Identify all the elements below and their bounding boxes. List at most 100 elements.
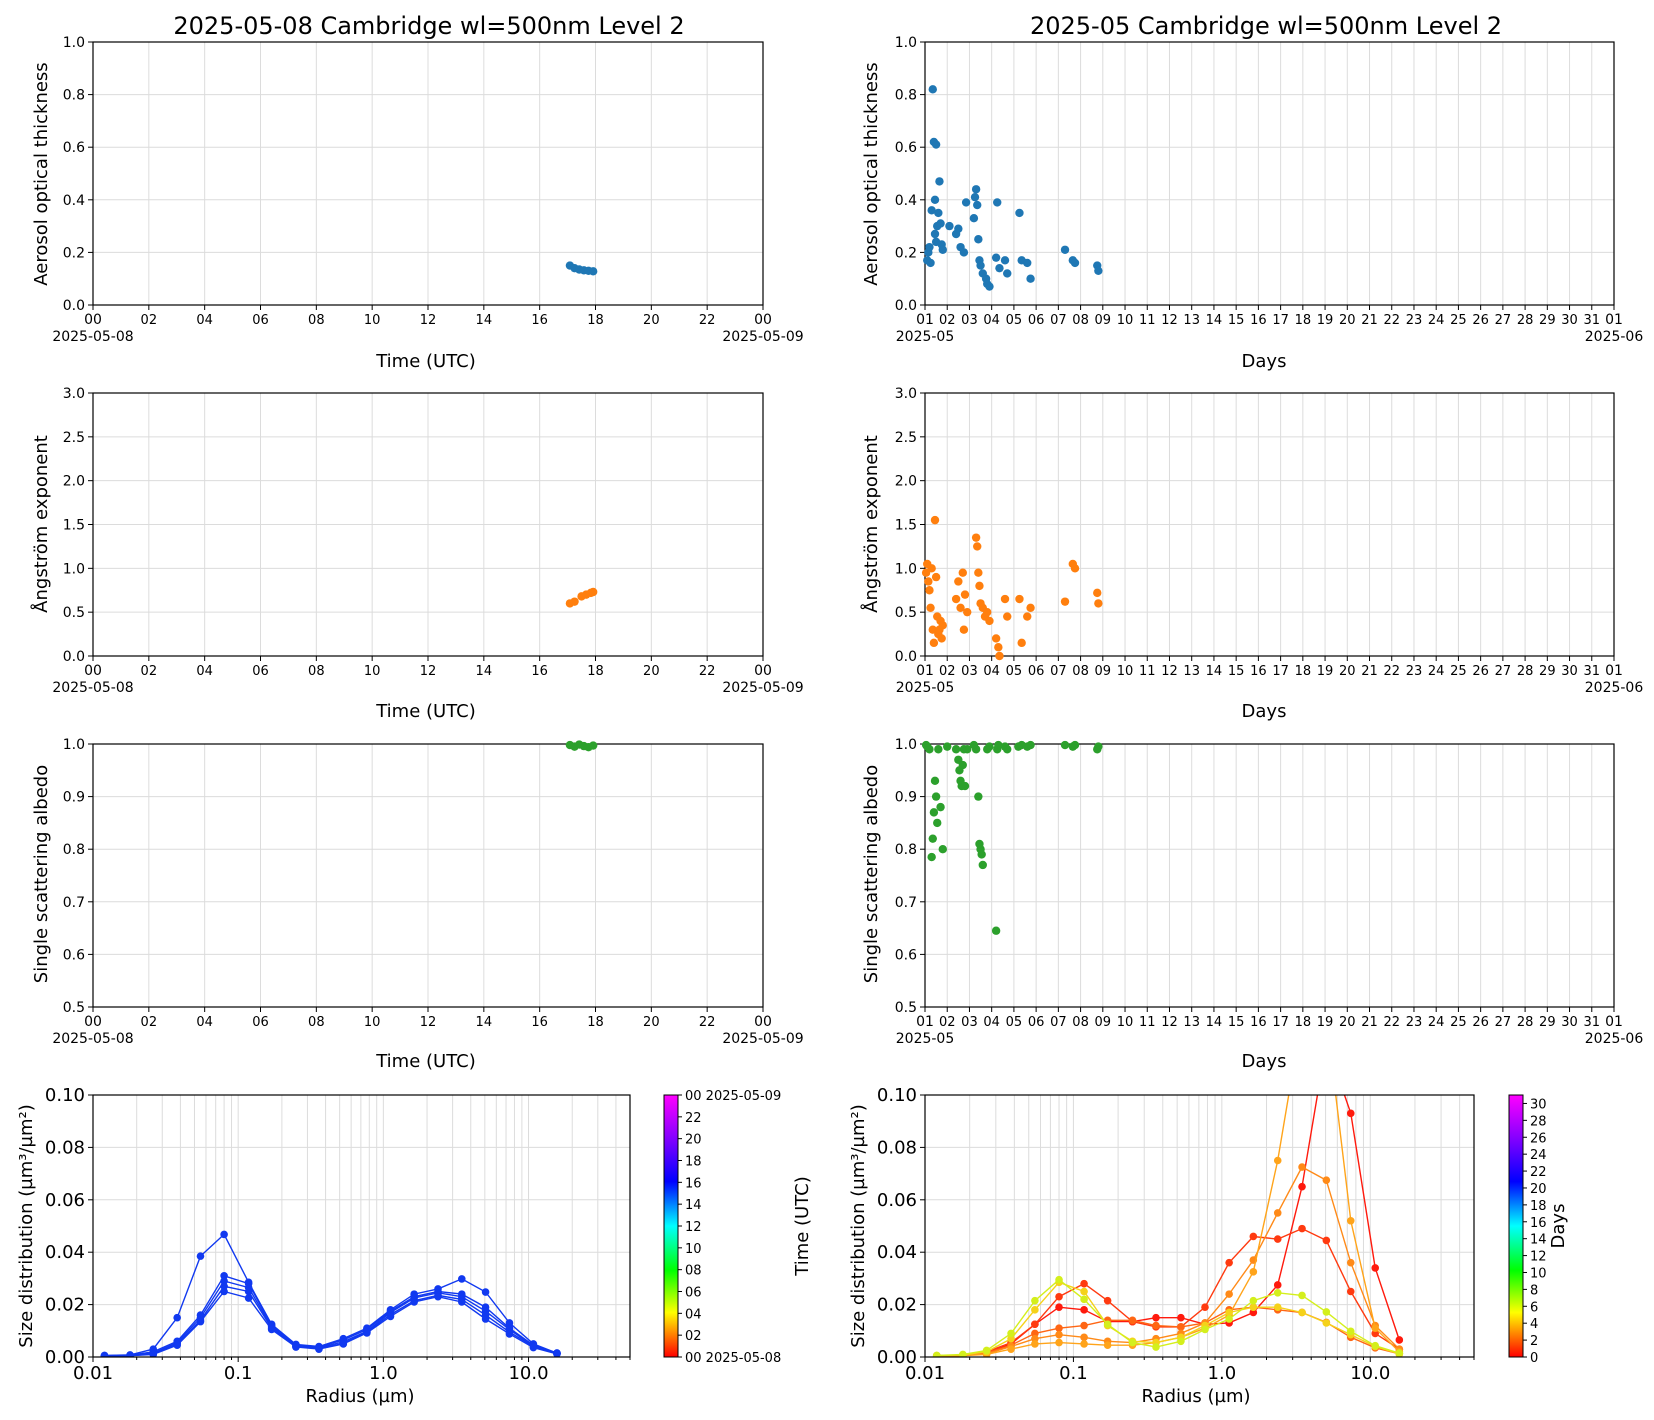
days-colorbar-tick-label: 24 — [1530, 1148, 1547, 1163]
sd-monthly-xtick-label: 0.1 — [1059, 1363, 1088, 1384]
ae-monthly-xtick-label: 18 — [1295, 664, 1312, 679]
sd-daily-frame — [92, 1094, 631, 1358]
sd-monthly-point — [1225, 1308, 1233, 1317]
aod-monthly-point — [938, 245, 947, 254]
ae-monthly-xtick-label: 02 — [939, 664, 956, 679]
ssa-monthly-point — [933, 818, 942, 828]
aod-monthly-point — [930, 229, 940, 239]
aod-monthly-chart: 0.0 0.2 0.4 0.6 0.8 1.0 01 02 03 04 05 06 07 08 09 10 11… — [895, 35, 1644, 345]
sd-daily-point — [386, 1312, 395, 1321]
aod-monthly-xtick-label: 12 — [1161, 313, 1178, 328]
time-colorbar-tick-label: 16 — [685, 1176, 702, 1191]
sd-daily-point — [434, 1292, 442, 1301]
aod-monthly-xtick-label: 26 — [1472, 313, 1489, 328]
ae-monthly-ylabel: Ångström exponent — [860, 435, 882, 613]
sd-monthly-xtick-label: 10.0 — [1350, 1363, 1390, 1384]
sd-daily-point — [244, 1287, 253, 1296]
ae-monthly-point — [960, 590, 970, 599]
ssa-daily-xtick-label: 02 — [141, 1015, 158, 1030]
sd-monthly-point — [1298, 1308, 1306, 1317]
sd-daily-series-line — [104, 1233, 558, 1357]
ae-monthly-xtick-label: 19 — [1317, 664, 1334, 679]
aod-monthly-xtick-label: 22 — [1383, 313, 1400, 328]
sd-daily-series-line — [104, 1280, 558, 1357]
ssa-monthly-point — [1070, 740, 1080, 750]
ssa-monthly-xtick-label: 29 — [1539, 1015, 1556, 1030]
ssa-daily-xtick-label: 16 — [531, 1015, 548, 1030]
ae-monthly-xtick-label: 16 — [1250, 664, 1267, 679]
ae-monthly-point — [1000, 594, 1010, 604]
aod-monthly-start-month: 2025-05 — [896, 329, 955, 345]
ae-monthly-xtick-label: 30 — [1561, 664, 1578, 679]
sd-daily-point — [481, 1288, 490, 1296]
ssa-daily-xtick-label: 20 — [643, 1015, 660, 1030]
ae-monthly-xtick-label: 03 — [961, 664, 978, 679]
sd-daily-series-line — [104, 1290, 558, 1357]
ae-monthly-point — [1070, 564, 1080, 573]
ssa-monthly-xtick-label: 25 — [1450, 1015, 1467, 1030]
ae-daily-xtick-label: 06 — [252, 664, 269, 679]
aod-monthly-ytick-label: 1.0 — [895, 35, 917, 51]
sd-monthly-point — [1055, 1330, 1063, 1339]
aod-daily-xtick-label: 00 — [84, 312, 102, 328]
ssa-monthly-xtick-label: 06 — [1028, 1015, 1045, 1030]
aod-monthly-xtick-label: 29 — [1539, 313, 1556, 328]
aod-monthly-point — [1003, 269, 1012, 278]
ae-daily-xtick-label: 20 — [643, 664, 660, 679]
sd-monthly-ytick-label: 0.10 — [877, 1085, 917, 1106]
sd-monthly-point — [1103, 1296, 1112, 1305]
ae-monthly-point — [924, 577, 933, 586]
ssa-daily-xtick-label: 06 — [252, 1015, 269, 1030]
ae-monthly-xtick-label: 14 — [1206, 664, 1223, 679]
ssa-daily-xtick-label: 00 — [84, 1014, 102, 1030]
ae-monthly-point — [926, 603, 935, 612]
aod-monthly-ytick-label: 0.8 — [895, 88, 917, 104]
sd-daily-point — [126, 1351, 134, 1357]
aod-monthly-point — [971, 185, 981, 194]
sd-monthly-ytick-label: 0.06 — [877, 1190, 917, 1211]
ae-monthly-point — [1017, 638, 1026, 648]
sd-monthly-point — [1273, 1209, 1282, 1217]
sd-monthly-point — [1055, 1292, 1063, 1301]
ae-monthly-xtick-label: 06 — [1028, 664, 1045, 679]
ssa-monthly-xtick-label: 23 — [1406, 1015, 1423, 1030]
sd-monthly-point — [1055, 1338, 1063, 1347]
ae-monthly-point — [938, 621, 947, 630]
sd-daily-point — [100, 1352, 109, 1357]
sd-monthly-point — [1080, 1287, 1088, 1296]
sd-daily-point — [220, 1271, 228, 1280]
ssa-monthly-xlabel: Days — [1242, 1051, 1287, 1072]
ae-daily-xtick-label: 00 — [84, 663, 102, 679]
ssa-monthly-point — [943, 742, 952, 751]
ae-monthly-point — [959, 625, 969, 634]
ssa-monthly-frame — [924, 743, 1615, 1008]
sd-monthly-series-line — [936, 1281, 1400, 1357]
ae-daily-xlabel: Time (UTC) — [375, 701, 476, 722]
ae-monthly-xtick-label: 28 — [1517, 664, 1534, 679]
aod-daily-start-date: 2025-05-08 — [52, 329, 133, 345]
ssa-monthly-point — [951, 745, 961, 754]
ae-monthly-point — [994, 643, 1003, 652]
aod-daily-xtick-label: 08 — [308, 313, 325, 328]
aod-monthly-point — [930, 195, 940, 204]
aod-daily-chart: 0.0 0.2 0.4 0.6 0.8 1.0 00 02 04 06 08 10 12 14 16 18 20… — [52, 35, 803, 345]
aod-daily-xlabel: Time (UTC) — [375, 351, 476, 372]
sd-monthly-point — [1225, 1258, 1233, 1267]
aod-daily-xtick-label: 20 — [643, 313, 660, 328]
ssa-monthly-xtick-label: 07 — [1050, 1015, 1067, 1030]
time-colorbar-tick-label: 12 — [685, 1220, 702, 1235]
aod-daily-ytick-label: 0.2 — [63, 245, 85, 261]
ae-monthly-xtick-label: 20 — [1339, 664, 1356, 679]
sd-daily-ylabel: Size distribution (µm³/µm²) — [16, 1104, 37, 1347]
ae-monthly-point — [929, 638, 939, 648]
sd-monthly-series-line — [936, 1278, 1400, 1357]
aod-monthly-frame — [924, 41, 1615, 306]
sd-daily-ytick-label: 0.00 — [45, 1347, 85, 1368]
size-distribution-daily-chart: 0.01 0.1 1.0 10.0 0.00 0.02 0.04 0.06 0.08 0.10 — [45, 1085, 631, 1384]
aod-daily-ytick-label: 0.8 — [63, 88, 85, 104]
aod-monthly-point — [936, 219, 945, 228]
ae-daily-frame — [92, 392, 764, 657]
days-colorbar-tick-label: 22 — [1530, 1165, 1547, 1180]
ae-monthly-xtick-label: 23 — [1406, 664, 1423, 679]
ssa-monthly-point — [934, 745, 943, 754]
